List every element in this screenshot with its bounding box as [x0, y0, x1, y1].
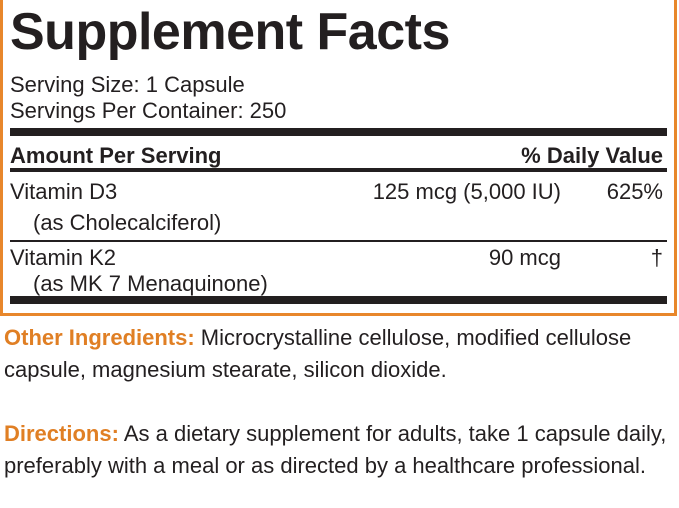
serving-size: Serving Size: 1 Capsule	[10, 72, 245, 97]
nutrient-source: (as MK 7 Menaquinone)	[33, 271, 268, 296]
directions: Directions: As a dietary supplement for …	[4, 418, 674, 482]
divider-thick	[10, 128, 667, 136]
nutrient-source: (as Cholecalciferol)	[33, 210, 222, 235]
nutrient-name: Vitamin D3	[10, 179, 118, 204]
divider-thick	[10, 296, 667, 304]
directions-label: Directions:	[4, 421, 119, 446]
nutrient-name: Vitamin K2	[10, 245, 116, 270]
panel-title: Supplement Facts	[10, 3, 450, 61]
nutrient-amount: 125 mcg (5,000 IU)	[372, 179, 561, 204]
nutrient-dv: 625%	[606, 179, 663, 204]
directions-text: As a dietary supplement for adults, take…	[4, 421, 667, 478]
other-ingredients-label: Other Ingredients:	[4, 325, 195, 350]
other-ingredients-text: Microcrystalline cellulose, modified cel…	[4, 325, 632, 382]
supplement-facts-panel	[0, 0, 677, 316]
nutrient-amount: 90 mcg	[488, 245, 561, 270]
divider-medium	[10, 168, 667, 172]
header-daily-value: % Daily Value	[521, 143, 663, 168]
header-amount: Amount Per Serving	[10, 143, 222, 168]
servings-per-container: Servings Per Container: 250	[10, 98, 287, 123]
nutrient-dv: †	[650, 245, 663, 270]
other-ingredients: Other Ingredients: Microcrystalline cell…	[4, 322, 674, 386]
divider-thin	[10, 240, 667, 242]
